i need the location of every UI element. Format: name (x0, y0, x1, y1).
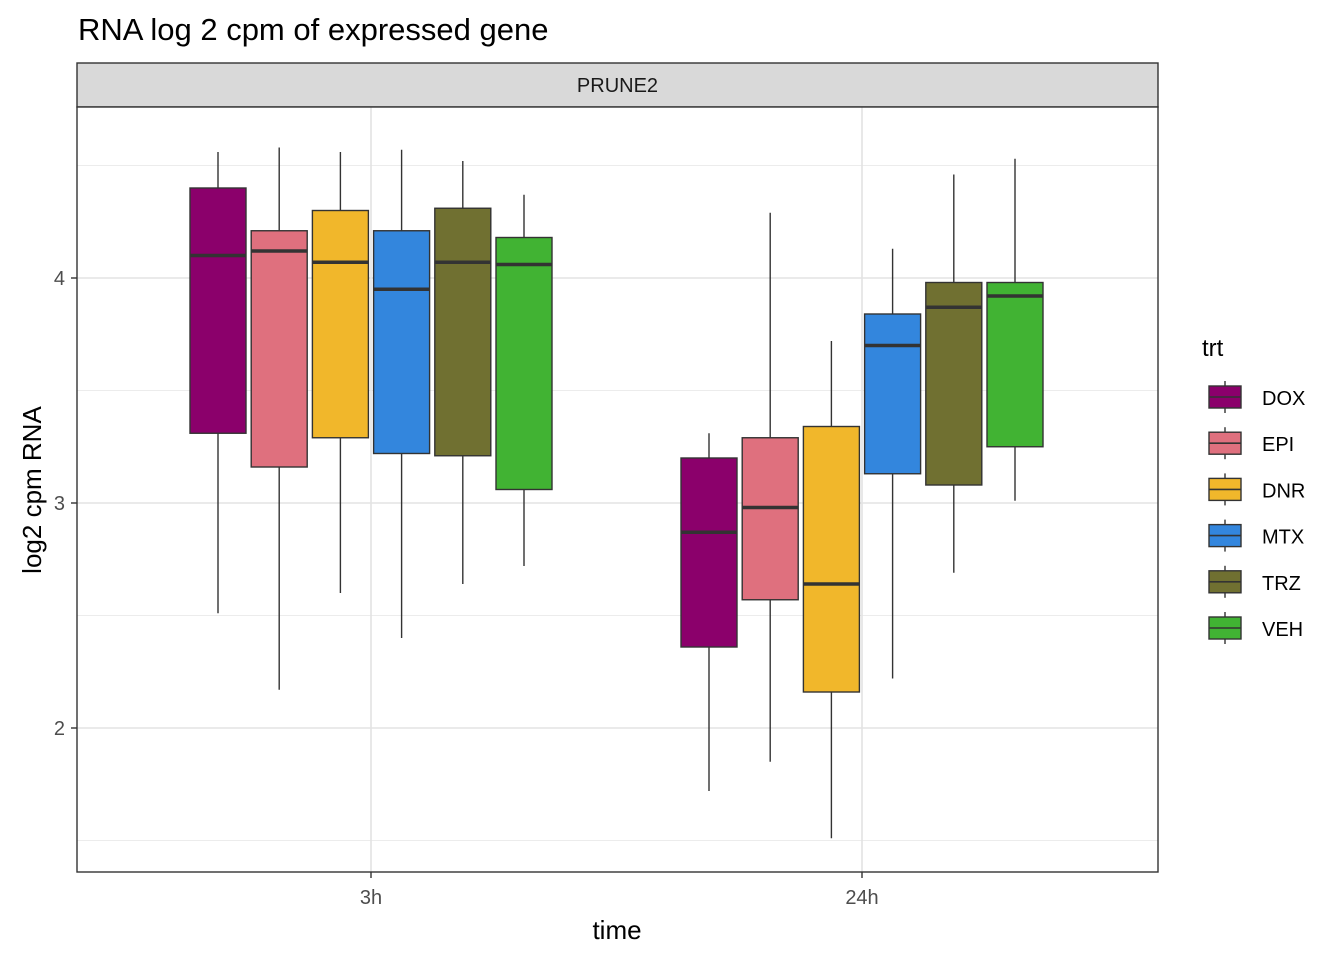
x-tick-label: 24h (845, 887, 878, 909)
box-body (986, 281, 1044, 448)
box-dnr-24h (802, 341, 861, 839)
box-veh-24h (986, 158, 1044, 501)
x-tick-label: 3h (360, 887, 382, 909)
box-plots (189, 147, 1044, 839)
y-axis-title: log2 cpm RNA (17, 406, 47, 574)
box-trz-3h (434, 161, 492, 584)
box-body (802, 425, 861, 693)
legend-label: MTX (1262, 527, 1304, 549)
legend: trt DOX EPI DNR MTX TRZ VEH (1202, 335, 1305, 644)
y-tick-label: 3 (54, 493, 65, 515)
legend-item-trz: TRZ (1208, 565, 1301, 598)
legend-item-dnr: DNR (1208, 473, 1305, 506)
box-body (863, 313, 922, 475)
axes: 2 3 4 3h 24h (54, 268, 879, 909)
box-body (741, 437, 799, 601)
legend-title: trt (1202, 335, 1224, 362)
legend-label: TRZ (1262, 573, 1301, 595)
y-tick-label: 4 (54, 268, 65, 290)
box-veh-3h (495, 194, 553, 566)
legend-item-veh: VEH (1208, 612, 1303, 644)
legend-label: DNR (1262, 480, 1305, 502)
box-dox-3h (189, 152, 247, 614)
box-body (372, 230, 431, 455)
box-body (434, 207, 492, 457)
box-body (311, 209, 370, 439)
box-body (189, 187, 247, 434)
box-body (680, 457, 738, 648)
box-body (925, 281, 983, 486)
legend-item-mtx: MTX (1208, 519, 1304, 552)
legend-label: EPI (1262, 434, 1294, 456)
box-dnr-3h (311, 152, 370, 593)
facet-label: PRUNE2 (577, 75, 658, 97)
legend-label: VEH (1262, 619, 1303, 641)
legend-item-dox: DOX (1208, 381, 1305, 413)
box-mtx-3h (372, 149, 431, 638)
box-mtx-24h (863, 248, 922, 679)
facet-strip (76, 62, 1159, 108)
y-tick-label: 2 (54, 718, 65, 740)
box-trz-24h (925, 174, 983, 573)
chart-title: RNA log 2 cpm of expressed gene (78, 12, 548, 47)
box-epi-24h (741, 212, 799, 762)
legend-label: DOX (1262, 388, 1305, 410)
legend-item-epi: EPI (1208, 427, 1294, 460)
box-body (250, 230, 308, 468)
box-epi-3h (250, 147, 308, 690)
plot-border (76, 106, 1159, 873)
box-body (495, 236, 553, 491)
box-dox-24h (680, 433, 738, 791)
x-axis-title: time (592, 915, 641, 945)
